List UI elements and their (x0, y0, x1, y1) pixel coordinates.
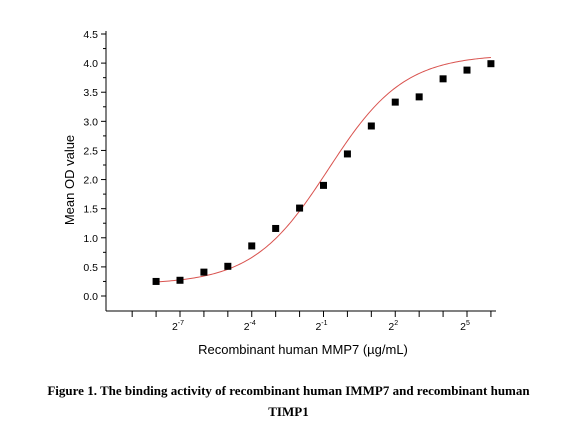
data-point (487, 60, 495, 68)
fit-curve (156, 56, 491, 283)
y-tick-label: 4.0 (83, 58, 98, 70)
x-tick-label: 25 (460, 320, 470, 333)
data-point (176, 276, 184, 284)
caption-line-1: Figure 1. The binding activity of recomb… (47, 383, 530, 398)
x-tick-label: 2-1 (315, 320, 327, 333)
x-axis-title: Recombinant human MMP7 (µg/mL) (198, 342, 408, 357)
data-point (152, 277, 160, 285)
data-point (391, 98, 399, 106)
data-point (415, 93, 423, 101)
data-point (439, 75, 447, 83)
y-tick-label: 0.5 (83, 262, 98, 274)
x-tick-label: 22 (388, 320, 398, 333)
data-point (272, 224, 280, 232)
y-tick-label: 3.5 (83, 87, 98, 99)
y-tick-label: 0.0 (83, 291, 98, 303)
data-point (367, 122, 375, 130)
y-tick-label: 1.0 (83, 233, 98, 245)
data-point (343, 150, 351, 158)
data-point (320, 181, 327, 189)
x-tick-label: 2-4 (244, 320, 256, 333)
y-tick-label: 2.0 (83, 175, 98, 187)
y-tick-label: 4.5 (83, 29, 98, 41)
data-point (296, 204, 304, 212)
caption-line-2: TIMP1 (268, 404, 309, 419)
y-tick-label: 1.5 (83, 204, 98, 216)
data-point (200, 268, 208, 276)
chart-area: 0.0 0.5 1.0 1.5 2.0 2.5 3.0 3.5 4.0 4.5 2-7 2-4 2-1 2… (62, 29, 496, 357)
data-point (463, 66, 471, 74)
y-tick-label: 3.0 (83, 116, 98, 128)
y-axis-title: Mean OD value (62, 135, 77, 225)
data-point (248, 242, 256, 250)
data-point (224, 262, 232, 270)
x-tick-label: 2-7 (172, 320, 184, 333)
y-tick-label: 2.5 (83, 145, 98, 157)
figure-caption: Figure 1. The binding activity of recomb… (0, 380, 577, 422)
